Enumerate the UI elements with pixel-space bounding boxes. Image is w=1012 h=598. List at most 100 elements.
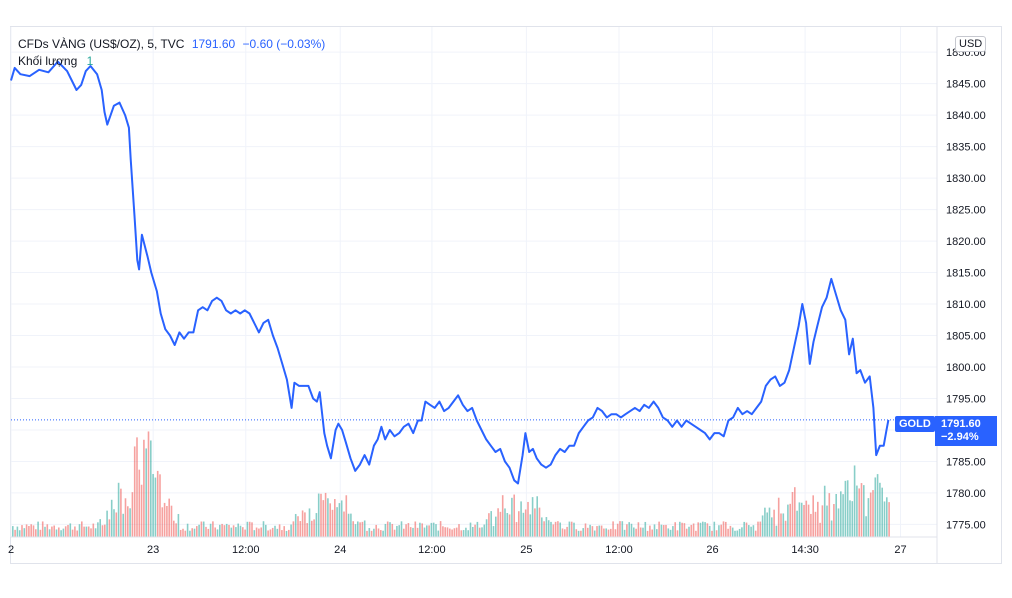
y-tick-label: 1815.00: [946, 268, 986, 280]
volume-bar: [518, 511, 520, 537]
volume-bar: [853, 465, 856, 537]
x-tick-label: 14:30: [791, 544, 819, 556]
time-axis[interactable]: 2 23 12:00 24 12:00 25 12:00 26 14:30 27: [8, 27, 938, 563]
x-tick-label: 12:00: [418, 544, 446, 556]
symbol-title[interactable]: CFDs VÀNG (US$/OZ), 5, TVC: [18, 37, 185, 51]
volume-bar: [170, 505, 173, 537]
volume-bar: [630, 523, 633, 537]
volume-bar: [527, 501, 529, 537]
x-tick-label: 2: [8, 544, 14, 556]
volume-bar: [55, 529, 58, 537]
volume-bar: [554, 521, 557, 537]
volume-bar: [405, 524, 407, 537]
volume-bar: [800, 502, 803, 537]
volume-bar: [285, 530, 288, 537]
volume-bar: [292, 521, 295, 537]
volume-bar: [550, 521, 552, 537]
volume-bar: [205, 526, 207, 537]
volume-bar: [458, 524, 460, 537]
currency-badge[interactable]: USD: [955, 36, 987, 52]
volume-bar: [764, 507, 766, 537]
volume-bar: [754, 530, 757, 537]
volume-bar: [51, 526, 53, 537]
volume-bar: [324, 492, 327, 537]
volume-bar: [490, 511, 492, 537]
volume-bar: [759, 521, 762, 537]
volume-bar: [83, 526, 85, 537]
volume-bar: [357, 521, 359, 537]
volume-bar: [382, 530, 384, 537]
volume-bar: [501, 495, 504, 537]
volume-bar: [738, 528, 741, 537]
volume-bar: [538, 507, 541, 537]
volume-bar: [138, 469, 141, 537]
volume-bar: [237, 523, 239, 537]
y-tick-label: 1830.00: [946, 173, 986, 185]
x-tick-label: 25: [520, 544, 532, 556]
volume-bar: [152, 474, 154, 537]
volume-row: Khối lượng 1: [18, 53, 325, 70]
y-tick-label: 1840.00: [946, 110, 986, 122]
volume-bar: [863, 485, 865, 537]
volume-bar: [340, 500, 343, 537]
volume-bar: [460, 530, 463, 537]
volume-bar: [92, 523, 95, 537]
volume-bar: [513, 494, 515, 537]
volume-bar: [439, 521, 442, 537]
volume-bar: [662, 524, 665, 537]
volume-bar: [317, 493, 320, 537]
volume-bar: [628, 522, 630, 537]
volume-bar: [359, 522, 361, 537]
volume-bar: [117, 482, 120, 537]
volume-bar: [177, 513, 180, 537]
volume-bar: [113, 509, 115, 537]
volume-bar: [651, 529, 653, 537]
volume-bar: [311, 520, 313, 537]
volume-bar: [584, 523, 587, 537]
volume-bar: [704, 522, 706, 537]
volume-bar: [692, 523, 695, 537]
volume-bar: [412, 527, 414, 537]
volume-bar: [803, 504, 805, 537]
volume-bar: [637, 522, 640, 537]
volume-bar: [879, 482, 881, 537]
volume-bar: [209, 523, 212, 537]
volume-bar: [577, 530, 580, 537]
price-axis[interactable]: 1850.001845.001840.001835.001830.001825.…: [946, 47, 986, 531]
volume-bar: [860, 483, 863, 537]
volume-bar: [639, 527, 642, 537]
volume-bar: [131, 492, 134, 537]
volume-bars: [12, 431, 890, 537]
volume-bar: [552, 524, 555, 537]
volume-bar: [869, 492, 872, 537]
volume-label[interactable]: Khối lượng: [18, 54, 78, 68]
volume-bar: [833, 504, 835, 537]
volume-bar: [658, 521, 660, 537]
volume-bar: [812, 495, 814, 537]
volume-bar: [35, 529, 37, 537]
volume-bar: [393, 529, 396, 537]
volume-bar: [823, 485, 826, 537]
volume-bar: [85, 526, 88, 537]
volume-bar: [506, 513, 509, 537]
volume-bar: [488, 513, 490, 537]
volume-bar: [253, 530, 256, 537]
volume-bar: [166, 505, 168, 537]
volume-bar: [69, 523, 72, 537]
volume-bar: [543, 521, 545, 537]
volume-bar: [71, 529, 74, 537]
volume-bar: [715, 530, 718, 537]
volume-bar: [718, 525, 720, 537]
volume-bar: [407, 523, 410, 537]
volume-bar: [607, 529, 610, 537]
volume-bar: [729, 525, 732, 537]
volume-bar: [690, 524, 693, 537]
volume-bar: [600, 525, 603, 537]
volume-bar: [646, 530, 649, 537]
volume-bar: [428, 525, 430, 537]
volume-bar: [727, 528, 729, 537]
volume-bar: [610, 528, 612, 537]
volume-bar: [837, 508, 840, 537]
volume-bar: [136, 437, 138, 537]
